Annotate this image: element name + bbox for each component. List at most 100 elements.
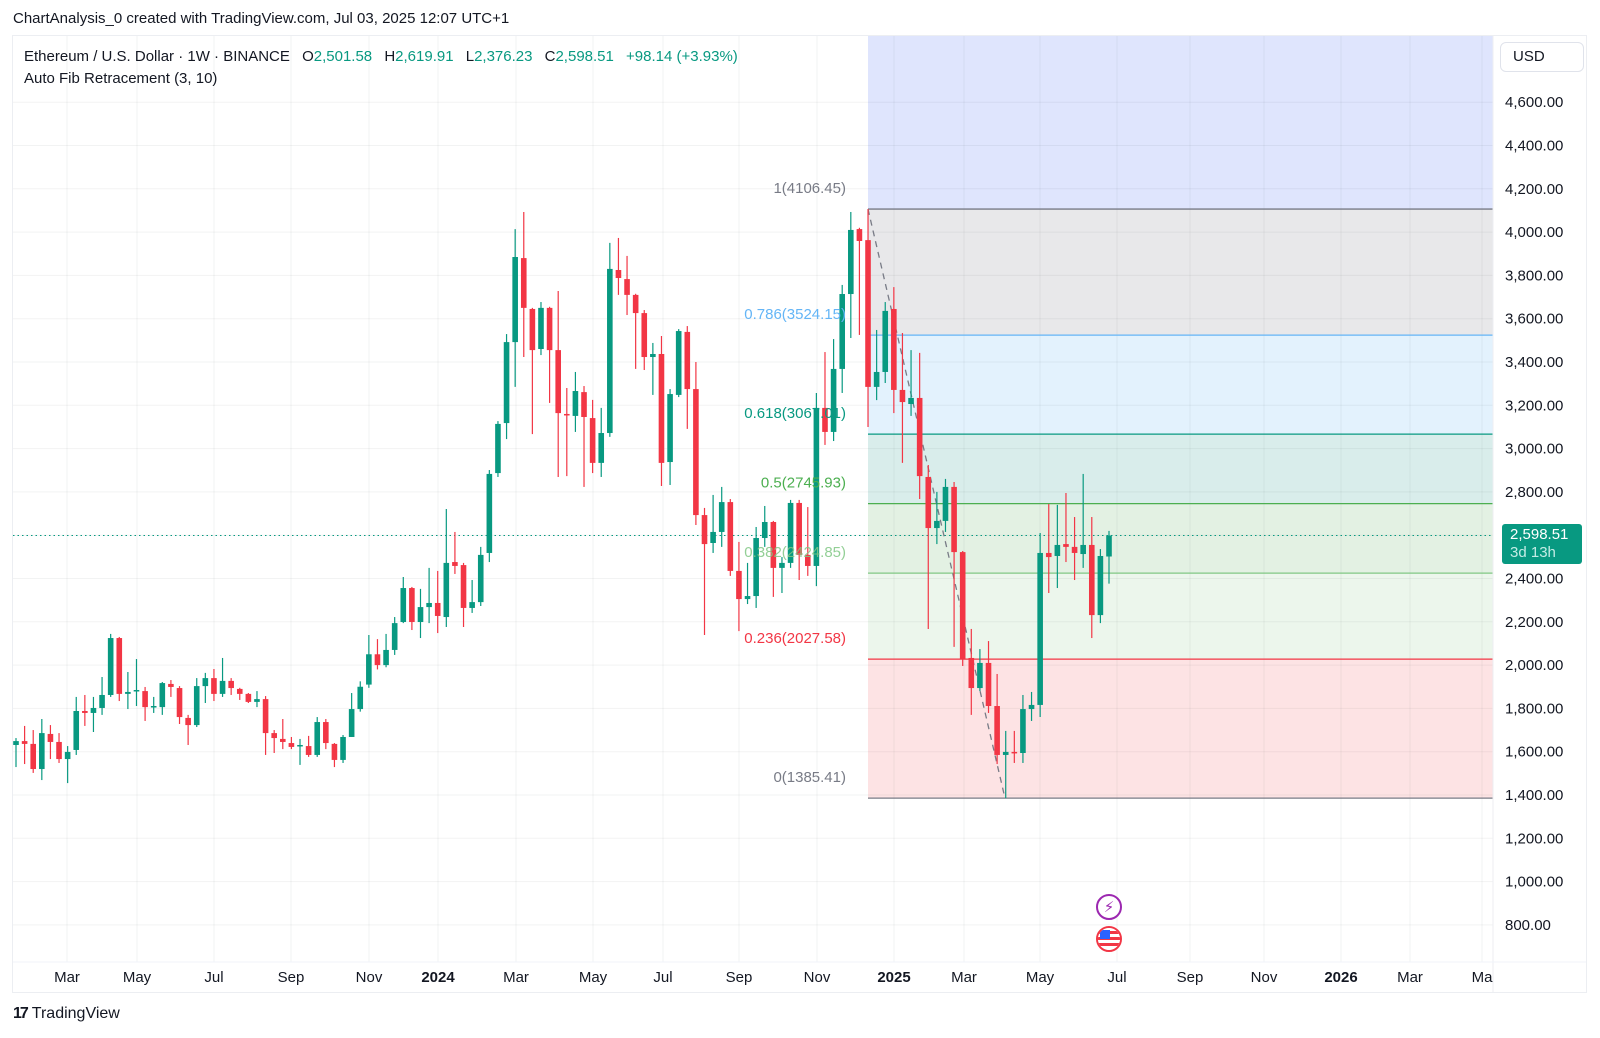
- candle-body: [366, 654, 372, 685]
- candle: [99, 677, 105, 715]
- candle-body: [374, 654, 381, 666]
- fib-zone: [868, 573, 1493, 660]
- candle: [977, 649, 983, 692]
- candle-body: [185, 717, 191, 726]
- candle-body: [64, 751, 71, 760]
- candle-body: [710, 531, 716, 543]
- chart-frame: [12, 35, 1587, 993]
- candle: [710, 494, 716, 553]
- chart-legend: Ethereum / U.S. Dollar · 1W · BINANCE O2…: [24, 46, 738, 90]
- candle-body: [934, 520, 940, 529]
- tradingview-brand: TradingView: [31, 1005, 120, 1022]
- candle: [1037, 533, 1043, 718]
- candle: [512, 229, 518, 387]
- candle-body: [589, 418, 596, 463]
- grid-lines: [13, 36, 1493, 962]
- candle: [383, 633, 389, 668]
- change-value: +98.14 (+3.93%): [626, 48, 738, 65]
- candle: [529, 307, 536, 435]
- candle: [434, 570, 441, 634]
- candle: [1097, 549, 1104, 624]
- tradingview-logo[interactable]: 17 TradingView: [13, 1005, 120, 1023]
- candle-body: [228, 680, 234, 689]
- candle: [779, 557, 785, 594]
- candle-body: [90, 707, 97, 713]
- indicator-title[interactable]: Auto Fib Retracement (3, 10): [24, 70, 218, 87]
- candle: [822, 352, 828, 445]
- candle: [176, 686, 183, 724]
- candle: [1002, 730, 1009, 799]
- candle-body: [1088, 544, 1095, 616]
- candle-body: [73, 710, 80, 750]
- candle-body: [357, 686, 364, 710]
- fib-level-label: 0.382(2424.85): [744, 544, 846, 561]
- us-flag-icon[interactable]: [1096, 926, 1122, 952]
- candle-body: [968, 657, 975, 689]
- high-label: H: [384, 48, 396, 65]
- time-axis-label: Mar: [54, 969, 80, 986]
- indicator-row[interactable]: Auto Fib Retracement (3, 10): [24, 68, 738, 90]
- price-axis-label: 4,600.00: [1505, 94, 1563, 111]
- candle-body: [555, 350, 561, 414]
- candle-body: [288, 743, 295, 747]
- candle: [219, 657, 226, 697]
- time-axis-label: Ma: [1472, 969, 1493, 986]
- candle: [245, 693, 252, 703]
- candle: [1045, 504, 1052, 594]
- candle-body: [615, 269, 622, 279]
- lightning-icon[interactable]: ⚡: [1096, 894, 1122, 920]
- candle: [1088, 517, 1095, 639]
- candle: [73, 696, 80, 755]
- candle-body: [520, 258, 527, 308]
- time-axis[interactable]: Mar May Jul Sep Nov 2024 Mar May Jul Sep Nov 2025 Ma…: [54, 969, 1493, 986]
- candle-body: [348, 709, 355, 737]
- candle: [736, 541, 742, 632]
- candle-body: [994, 706, 1000, 755]
- time-axis-label: May: [579, 969, 608, 986]
- candle-body: [297, 744, 303, 747]
- candle-body: [168, 683, 174, 687]
- candle: [951, 481, 957, 647]
- candle: [254, 691, 260, 708]
- candle: [64, 746, 71, 784]
- candle-body: [202, 678, 209, 687]
- price-axis[interactable]: 800.00 1,000.00 1,200.00 1,400.00 1,600.00 1,…: [1505, 94, 1563, 934]
- candle-body: [977, 662, 983, 689]
- time-axis-label: May: [1026, 969, 1055, 986]
- candle: [503, 334, 510, 440]
- candle: [615, 237, 622, 295]
- candle-body: [891, 308, 897, 390]
- candle: [581, 386, 587, 487]
- candle: [288, 736, 295, 750]
- candle: [693, 362, 699, 526]
- candle-body: [1063, 544, 1069, 547]
- candle: [650, 342, 656, 395]
- candle-body: [409, 588, 415, 623]
- price-axis-label: 3,400.00: [1505, 354, 1563, 371]
- candle-body: [942, 486, 949, 521]
- candle: [142, 686, 148, 721]
- price-axis-label: 800.00: [1505, 917, 1551, 934]
- candle-body: [443, 562, 450, 618]
- candle-body: [882, 310, 889, 372]
- candle-body: [1020, 709, 1026, 753]
- open-label: O: [302, 48, 314, 65]
- candle: [366, 635, 372, 688]
- price-axis-label: 3,000.00: [1505, 441, 1563, 458]
- candle: [202, 672, 209, 703]
- candle-body: [1011, 751, 1018, 754]
- candle-body: [830, 368, 837, 432]
- open-value: 2,501.58: [313, 48, 373, 65]
- symbol-ohlc-row[interactable]: Ethereum / U.S. Dollar · 1W · BINANCE O2…: [24, 46, 738, 68]
- currency-button[interactable]: USD: [1500, 42, 1584, 72]
- candle: [675, 329, 682, 398]
- candle: [236, 687, 243, 700]
- candles: [13, 209, 1112, 799]
- price-axis-label: 4,400.00: [1505, 138, 1563, 155]
- candle: [107, 633, 114, 697]
- symbol-title[interactable]: Ethereum / U.S. Dollar · 1W · BINANCE: [24, 48, 290, 65]
- price-axis-label: 1,800.00: [1505, 700, 1563, 717]
- time-axis-label: 2026: [1324, 969, 1357, 986]
- price-axis-label: 2,200.00: [1505, 614, 1563, 631]
